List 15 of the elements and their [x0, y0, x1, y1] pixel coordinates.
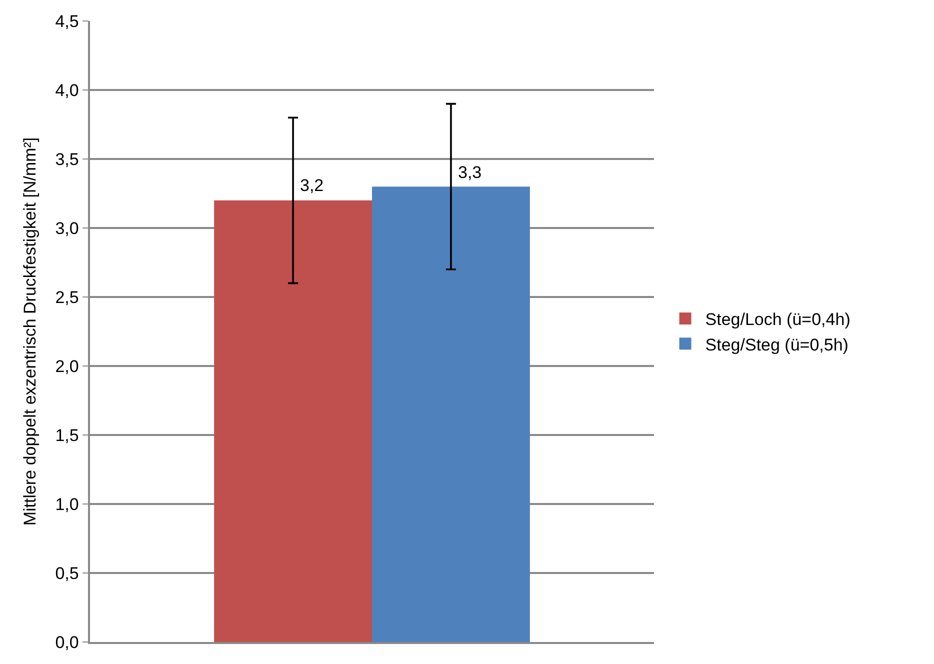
- y-tick-label: 4,0: [55, 80, 79, 100]
- y-tick-label: 1,5: [55, 426, 79, 445]
- y-axis-title: Mittlere doppelt exzentrisch Druckfestigkeit [N/mm²]: [20, 137, 40, 526]
- y-tick-label: 0,5: [55, 564, 79, 583]
- legend-label: Steg/Loch (ü=0,4h): [705, 310, 850, 330]
- y-tick-label: 3,0: [55, 218, 79, 238]
- data-label: 3,3: [458, 163, 482, 182]
- legend-label: Steg/Steg (ü=0,5h): [705, 335, 848, 354]
- y-tick-label: 0,0: [55, 632, 79, 652]
- y-tick-label: 2,0: [55, 356, 79, 376]
- y-tick-label: 2,5: [55, 288, 79, 307]
- data-label: 3,2: [300, 176, 324, 195]
- y-tick-label: 1,0: [55, 494, 79, 514]
- y-tick-label: 4,5: [55, 12, 79, 31]
- y-tick-label: 3,5: [55, 150, 79, 169]
